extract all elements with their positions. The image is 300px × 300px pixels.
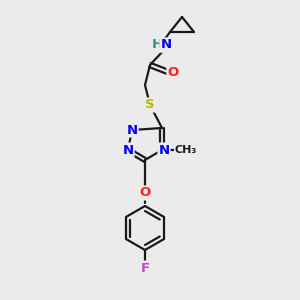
Text: O: O (167, 65, 178, 79)
Text: CH₃: CH₃ (175, 145, 197, 155)
Text: N: N (126, 124, 138, 136)
Text: N: N (122, 143, 134, 157)
Text: H: H (152, 38, 163, 52)
Text: S: S (145, 98, 155, 112)
Text: O: O (140, 187, 151, 200)
Text: F: F (140, 262, 150, 275)
Text: N: N (158, 143, 169, 157)
Text: N: N (160, 38, 172, 52)
